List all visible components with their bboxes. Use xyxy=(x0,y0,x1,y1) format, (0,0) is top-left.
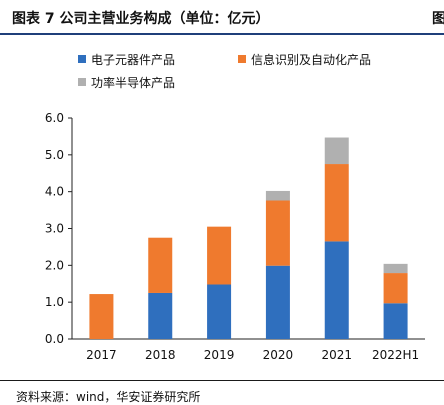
y-tick-label: 6.0 xyxy=(45,111,64,125)
bar-2019-series-2 xyxy=(207,226,232,285)
x-tick-label: 2018 xyxy=(145,348,176,362)
x-tick-label: 2022H1 xyxy=(372,348,419,362)
y-tick-label: 1.0 xyxy=(45,295,64,309)
bar-2021-series-1 xyxy=(324,241,349,339)
bar-2022H1-series-3 xyxy=(383,263,408,274)
x-tick-label: 2019 xyxy=(204,348,235,362)
x-tick-label: 2017 xyxy=(86,348,117,362)
legend-label-1: 电子元器件产品 xyxy=(91,53,175,67)
x-tick-label: 2021 xyxy=(321,348,352,362)
next-chart-title-fragment: 图 xyxy=(432,11,444,27)
bar-2022H1-series-1 xyxy=(383,303,408,339)
chart-title: 图表 7 公司主营业务构成（单位：亿元） xyxy=(12,11,270,27)
title-row: 图表 7 公司主营业务构成（单位：亿元） 图 xyxy=(0,0,444,35)
y-tick-label: 3.0 xyxy=(45,222,64,236)
bar-2020-series-1 xyxy=(265,265,290,339)
bar-2018-series-2 xyxy=(148,237,173,293)
bar-2020-series-3 xyxy=(265,190,290,201)
y-tick-label: 5.0 xyxy=(45,148,64,162)
bar-2018-series-1 xyxy=(148,292,173,339)
legend-swatch-3 xyxy=(78,78,86,86)
title-rule xyxy=(0,33,444,35)
chart-bars xyxy=(89,137,408,339)
legend-swatch-2 xyxy=(238,55,246,63)
bar-2019-series-1 xyxy=(207,284,232,339)
bar-2017-series-2 xyxy=(89,294,114,339)
y-tick-label: 2.0 xyxy=(45,258,64,272)
bar-2022H1-series-2 xyxy=(383,273,408,304)
source-rule xyxy=(0,380,444,381)
y-tick-label: 4.0 xyxy=(45,185,64,199)
bar-2020-series-2 xyxy=(265,200,290,266)
chart-axes: 0.0 1.0 2.0 3.0 4.0 5.0 6.0 2017 2018 2019 2020 202… xyxy=(45,111,425,362)
legend-label-2: 信息识别及自动化产品 xyxy=(251,52,371,67)
legend-swatch-1 xyxy=(78,55,86,63)
legend-label-3: 功率半导体产品 xyxy=(91,75,175,90)
bar-2021-series-3 xyxy=(324,137,349,165)
source-note: 资料来源：wind，华安证券研究所 xyxy=(16,390,201,404)
chart-area: 电子元器件产品 信息识别及自动化产品功率半导体产品 0.0 1.0 2.0 3.0 4.0… xyxy=(0,40,444,375)
bar-2021-series-2 xyxy=(324,164,349,242)
y-tick-label: 0.0 xyxy=(45,332,64,346)
x-tick-label: 2020 xyxy=(263,348,294,362)
